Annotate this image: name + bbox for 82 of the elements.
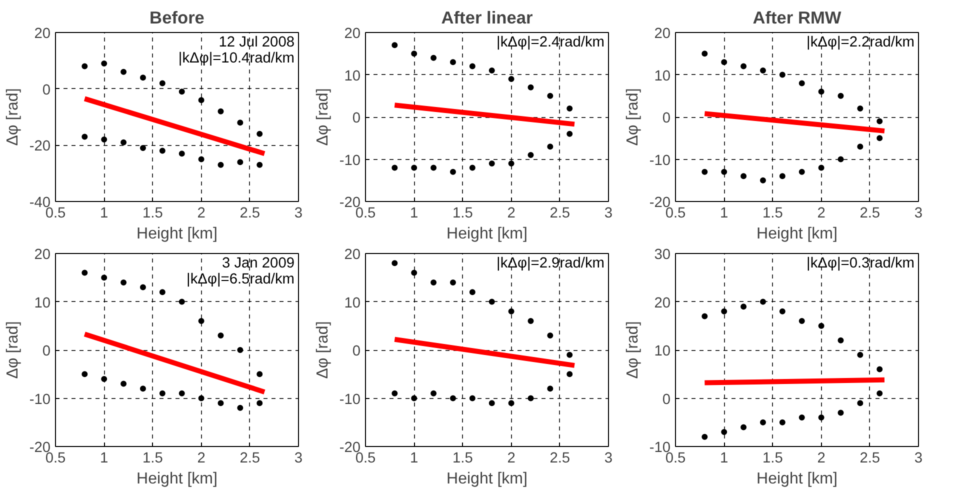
annotation: |kΔφ|=0.3rad/km <box>806 256 915 272</box>
x-tick-label: 2.5 <box>860 206 880 222</box>
x-tick-label: 1.5 <box>142 450 163 466</box>
annotation: 12 Jul 2008 <box>218 34 295 50</box>
x-axis-title: Height [km] <box>446 470 528 488</box>
y-tick-label: 0 <box>42 82 51 98</box>
x-tick-label: 2 <box>817 450 826 466</box>
y-tick-label: 0 <box>42 344 51 360</box>
x-tick-label: 1 <box>100 206 108 222</box>
y-tick-label: 20 <box>34 247 51 263</box>
x-tick-label: 1.5 <box>142 206 163 222</box>
x-tick-label: 3 <box>604 450 613 466</box>
y-axis-title: Δφ [rad] <box>624 88 642 146</box>
x-tick-label: 1.5 <box>762 206 783 222</box>
x-tick-label: 0.5 <box>665 450 686 466</box>
y-tick-label: -10 <box>339 152 361 169</box>
x-axis-title: Height [km] <box>756 226 838 242</box>
x-tick-label: 2 <box>507 450 516 466</box>
y-axis-title: Δφ [rad] <box>4 88 22 146</box>
chart-title: After RMW <box>752 8 842 28</box>
y-tick-label: 20 <box>34 26 51 42</box>
y-tick-label: -10 <box>339 392 361 408</box>
y-tick-label: 10 <box>344 68 361 84</box>
y-tick-label: 10 <box>654 344 671 360</box>
x-axis-title: Height [km] <box>756 470 838 488</box>
x-tick-label: 3 <box>294 450 303 466</box>
x-tick-label: 1 <box>720 450 728 466</box>
y-tick-label: 30 <box>654 247 671 263</box>
y-axis-title: Δφ [rad] <box>314 321 332 379</box>
x-axis-title: Height [km] <box>136 226 218 242</box>
annotation: |kΔφ|=2.9rad/km <box>496 256 605 272</box>
y-tick-label: -20 <box>29 138 51 155</box>
x-tick-label: 2 <box>197 450 206 466</box>
x-tick-label: 2.5 <box>860 450 880 466</box>
x-tick-label: 0.5 <box>355 450 376 466</box>
x-tick-label: 1.5 <box>762 450 783 466</box>
y-tick-label: 0 <box>352 110 361 126</box>
x-tick-label: 2.5 <box>550 450 570 466</box>
y-tick-label: 20 <box>654 295 671 312</box>
x-tick-label: 2.5 <box>550 206 570 222</box>
x-tick-label: 0.5 <box>665 206 686 222</box>
x-axis-title: Height [km] <box>136 470 218 488</box>
x-tick-label: 1 <box>720 206 728 222</box>
x-tick-label: 3 <box>914 450 923 466</box>
y-tick-label: 10 <box>654 68 671 84</box>
x-tick-label: 2.5 <box>240 206 260 222</box>
y-tick-label: 10 <box>344 295 361 312</box>
chart-title: Before <box>150 8 205 28</box>
y-tick-label: 20 <box>654 26 671 42</box>
x-tick-label: 2 <box>197 206 206 222</box>
y-tick-label: 0 <box>662 392 671 408</box>
chart-title: After linear <box>441 8 533 28</box>
x-tick-label: 1 <box>100 450 108 466</box>
annotation: |kΔφ|=2.2rad/km <box>806 34 915 50</box>
x-tick-label: 3 <box>604 206 613 222</box>
y-axis-title: Δφ [rad] <box>4 321 22 379</box>
x-tick-label: 1.5 <box>452 450 473 466</box>
x-axis-title: Height [km] <box>446 226 528 242</box>
x-tick-label: 2 <box>817 206 826 222</box>
y-tick-label: 0 <box>662 110 671 126</box>
x-tick-label: 1 <box>410 206 418 222</box>
y-tick-label: 20 <box>344 247 361 263</box>
annotation: 3 Jan 2009 <box>222 256 294 272</box>
x-tick-label: 2 <box>507 206 516 222</box>
y-tick-label: -10 <box>649 152 671 169</box>
x-tick-label: 1.5 <box>452 206 473 222</box>
x-tick-label: 3 <box>294 206 303 222</box>
y-tick-label: 20 <box>344 26 361 42</box>
x-tick-label: 1 <box>410 450 418 466</box>
y-tick-label: 0 <box>352 344 361 360</box>
y-axis-title: Δφ [rad] <box>314 88 332 146</box>
x-tick-label: 0.5 <box>45 206 66 222</box>
annotation: |kΔφ|=10.4rad/km <box>178 50 295 66</box>
y-tick-label: 10 <box>34 295 51 312</box>
annotation: |kΔφ|=6.5rad/km <box>186 272 295 288</box>
y-axis-title: Δφ [rad] <box>624 321 642 379</box>
x-tick-label: 0.5 <box>355 206 376 222</box>
x-tick-label: 3 <box>914 206 923 222</box>
x-tick-label: 2.5 <box>240 450 260 466</box>
annotation: |kΔφ|=2.4rad/km <box>496 34 605 50</box>
x-tick-label: 0.5 <box>45 450 66 466</box>
y-tick-label: -10 <box>29 392 51 408</box>
